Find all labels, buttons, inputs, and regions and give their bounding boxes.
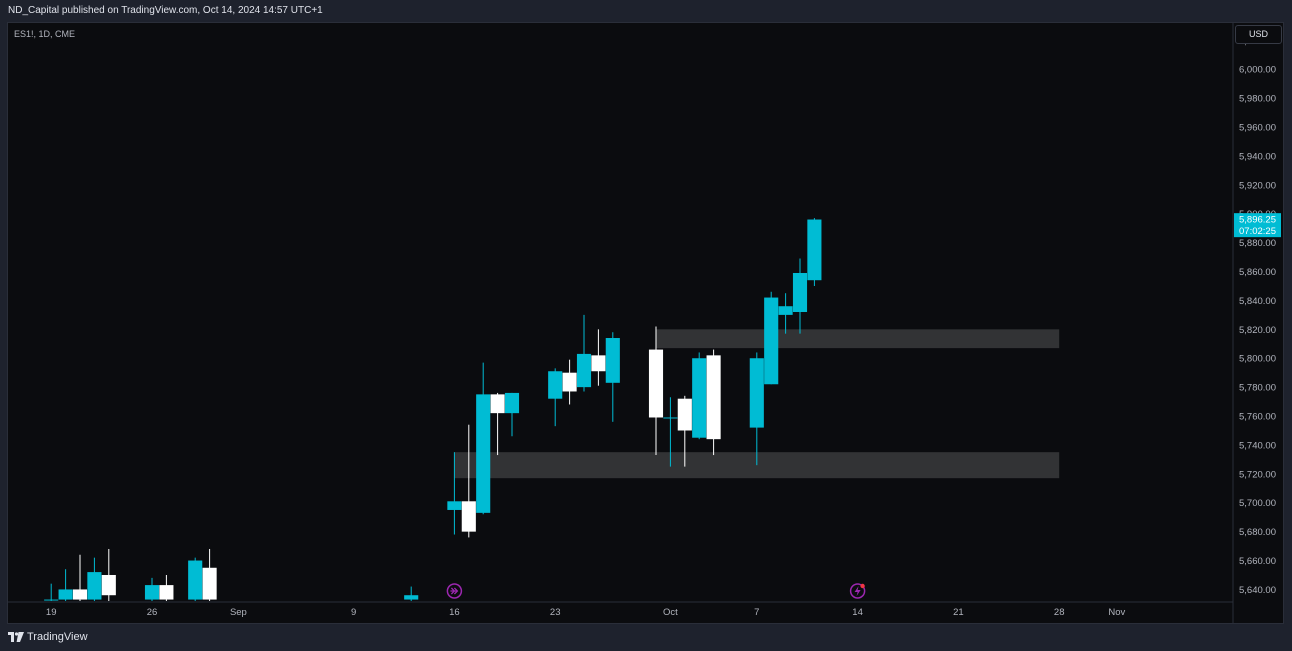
y-tick-label: 5,740.00: [1239, 440, 1276, 451]
x-tick-label: 28: [1054, 607, 1065, 618]
tradingview-logo-icon: [8, 632, 24, 642]
y-tick-label: 5,720.00: [1239, 469, 1276, 480]
candle-body: [202, 567, 217, 600]
chart-frame[interactable]: [7, 22, 1284, 624]
y-tick-label: 5,700.00: [1239, 498, 1276, 509]
markers-layer: [446, 583, 866, 599]
candle-body: [605, 338, 620, 383]
bottom-bar: [0, 624, 1292, 651]
x-tick-label: 21: [953, 607, 964, 618]
y-tick-label: 5,920.00: [1239, 180, 1276, 191]
zone-rect-1: [656, 329, 1060, 349]
candle-body: [648, 349, 664, 418]
arrow-circle-icon: [446, 583, 463, 599]
candle-body: [72, 589, 88, 600]
y-tick-label: 5,820.00: [1239, 325, 1276, 336]
candle-body: [188, 560, 203, 600]
candle-body: [749, 358, 764, 428]
candle-body: [58, 589, 73, 600]
time-axis: 19 26 Sep 9 16 23 Oct 7 14 21 28 Nov: [8, 601, 1233, 618]
y-tick-label: 5,760.00: [1239, 412, 1276, 423]
y-tick-label: 6,000.00: [1239, 65, 1276, 76]
candle-body: [144, 585, 160, 600]
lightning-circle-icon: [849, 583, 866, 599]
candle-body: [576, 353, 592, 388]
tradingview-logo[interactable]: TradingView: [8, 631, 88, 643]
candle-body: [706, 355, 721, 440]
y-tick-label: 5,980.00: [1239, 94, 1276, 105]
logo-text: TradingView: [27, 631, 88, 643]
y-tick-label: 5,840.00: [1239, 296, 1276, 307]
candle-body: [778, 306, 793, 315]
y-tick-label: 5,880.00: [1239, 238, 1276, 249]
y-tick-label: 5,940.00: [1239, 151, 1276, 162]
top-bar: ND_Capital published on TradingView.com,…: [0, 0, 1292, 22]
last-price-value: 5,896.25: [1239, 215, 1276, 226]
y-tick-label: 5,800.00: [1239, 354, 1276, 365]
candle-body: [562, 372, 577, 392]
x-tick-label: Nov: [1108, 607, 1125, 618]
x-tick-label: 9: [351, 607, 356, 618]
candle-body: [159, 585, 174, 600]
y-tick-label: 5,660.00: [1239, 556, 1276, 567]
x-tick-label: Sep: [230, 607, 247, 618]
symbol-info: ES1!, 1D, CME: [14, 29, 76, 39]
candle-body: [663, 417, 678, 419]
y-tick-label: 5,960.00: [1239, 123, 1276, 134]
x-tick-label: Oct: [663, 607, 678, 618]
candle-body: [447, 501, 462, 510]
candle-body: [792, 272, 808, 312]
candle-body: [461, 501, 476, 532]
price-axis: 5,640.00 5,660.00 5,680.00 5,700.00 5,720.00…: [1232, 23, 1276, 623]
candle-body: [677, 398, 692, 431]
candle-body: [764, 297, 779, 385]
x-tick-label: 23: [550, 607, 561, 618]
candle-body: [404, 595, 419, 600]
y-tick-label: 5,780.00: [1239, 383, 1276, 394]
publisher-info: ND_Capital published on TradingView.com,…: [8, 5, 323, 16]
candle-body: [490, 394, 505, 414]
last-price-label: [1234, 213, 1281, 238]
candle-body: [807, 219, 822, 281]
x-tick-label: 26: [147, 607, 158, 618]
candle-body: [44, 599, 59, 601]
candle-body: [476, 394, 491, 513]
candle-body: [101, 574, 116, 596]
x-tick-label: 7: [754, 607, 759, 618]
countdown-value: 07:02:25: [1239, 226, 1276, 237]
candle-body: [692, 358, 707, 438]
x-tick-label: 16: [449, 607, 460, 618]
y-tick-label: 5,640.00: [1239, 585, 1276, 596]
candle-body: [548, 371, 563, 399]
candles-layer: [44, 218, 822, 601]
candle-body: [591, 355, 606, 372]
candle-body: [87, 572, 102, 600]
x-tick-label: 19: [46, 607, 57, 618]
y-tick-label: 5,860.00: [1239, 267, 1276, 278]
currency-button[interactable]: USD: [1235, 25, 1282, 44]
y-tick-label: 5,680.00: [1239, 527, 1276, 538]
candle-body: [504, 392, 520, 414]
x-tick-label: 14: [852, 607, 863, 618]
